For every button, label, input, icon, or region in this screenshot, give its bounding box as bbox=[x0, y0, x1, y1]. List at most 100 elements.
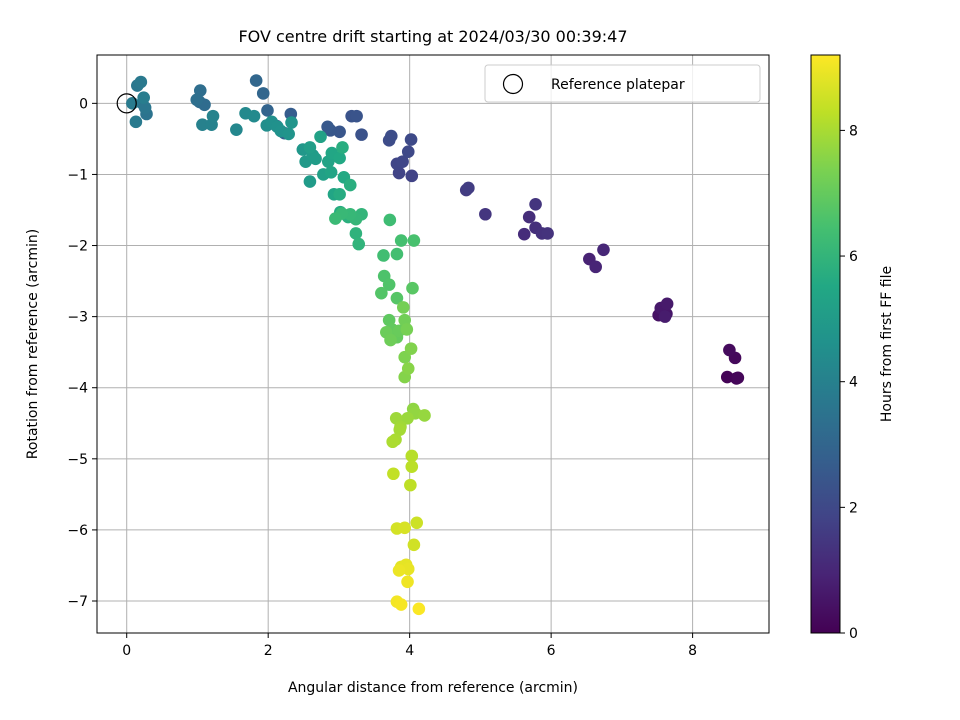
y-tick-label: −1 bbox=[67, 167, 88, 183]
y-tick-label: −5 bbox=[67, 452, 88, 468]
data-point bbox=[324, 166, 338, 179]
data-points bbox=[126, 74, 745, 616]
data-point bbox=[349, 227, 363, 240]
data-point bbox=[384, 333, 397, 347]
data-point bbox=[190, 93, 204, 107]
data-point bbox=[350, 109, 363, 123]
data-point bbox=[404, 342, 418, 355]
x-axis-label: Angular distance from reference (arcmin) bbox=[288, 680, 578, 696]
data-point bbox=[394, 598, 408, 611]
data-point bbox=[410, 516, 424, 530]
data-point bbox=[314, 130, 327, 144]
y-tick-label: −4 bbox=[67, 381, 88, 397]
data-point bbox=[329, 212, 342, 225]
data-point bbox=[405, 460, 419, 473]
data-point bbox=[393, 423, 407, 436]
x-tick-label: 4 bbox=[405, 643, 414, 659]
data-point bbox=[386, 435, 399, 449]
legend: Reference platepar bbox=[484, 64, 761, 103]
data-point bbox=[261, 104, 274, 117]
data-point bbox=[343, 178, 357, 192]
data-point bbox=[462, 181, 475, 195]
data-point bbox=[390, 291, 404, 305]
data-point bbox=[129, 115, 143, 129]
x-tick-label: 2 bbox=[264, 643, 273, 659]
colorbar bbox=[810, 54, 841, 634]
data-point bbox=[383, 213, 397, 227]
data-point bbox=[660, 297, 674, 311]
colorbar-tick-label: 0 bbox=[849, 626, 858, 642]
data-point bbox=[541, 227, 554, 240]
data-point bbox=[405, 449, 419, 463]
data-point bbox=[658, 310, 672, 323]
data-point bbox=[384, 129, 398, 143]
y-axis-label: Rotation from reference (arcmin) bbox=[25, 229, 41, 459]
colorbar-tick-label: 6 bbox=[849, 249, 858, 265]
data-point bbox=[282, 127, 295, 141]
data-point bbox=[333, 151, 346, 165]
data-point bbox=[398, 521, 412, 535]
data-point bbox=[137, 91, 150, 104]
data-point bbox=[405, 169, 419, 183]
data-point bbox=[303, 175, 317, 188]
data-point bbox=[396, 155, 409, 168]
data-point bbox=[401, 575, 414, 589]
colorbar-tick-label: 4 bbox=[849, 375, 858, 391]
data-point bbox=[138, 101, 152, 114]
data-point bbox=[134, 75, 148, 89]
y-tick-label: −2 bbox=[67, 239, 88, 255]
data-point bbox=[336, 141, 349, 154]
data-point bbox=[589, 260, 602, 274]
y-tick-label: −6 bbox=[67, 523, 88, 539]
colorbar-tick-label: 2 bbox=[849, 500, 858, 516]
data-point bbox=[731, 371, 745, 385]
colorbar-tick-label: 8 bbox=[849, 123, 858, 139]
data-point bbox=[412, 602, 426, 616]
data-point bbox=[400, 323, 414, 336]
data-point bbox=[230, 123, 243, 136]
data-point bbox=[375, 286, 388, 300]
data-point bbox=[256, 87, 270, 100]
data-point bbox=[401, 411, 414, 425]
data-point bbox=[522, 210, 536, 224]
legend-marker-icon bbox=[502, 73, 524, 95]
data-point bbox=[479, 207, 492, 221]
y-tick-label: −7 bbox=[67, 594, 88, 610]
data-point bbox=[407, 538, 421, 552]
y-tick-label: 0 bbox=[79, 96, 88, 112]
data-point bbox=[309, 152, 322, 166]
data-point bbox=[247, 109, 261, 123]
data-point bbox=[517, 227, 531, 241]
reference-platepar-marker bbox=[116, 93, 137, 114]
data-point bbox=[394, 234, 408, 247]
legend-box bbox=[484, 64, 761, 103]
data-point bbox=[333, 188, 346, 201]
data-point bbox=[406, 281, 419, 295]
data-point bbox=[387, 467, 400, 481]
y-tick-label: −3 bbox=[67, 310, 88, 326]
data-point bbox=[597, 243, 610, 257]
grid bbox=[97, 55, 769, 633]
colorbar-ticks: 0 2 4 6 8 bbox=[840, 123, 858, 642]
legend-entry: Reference platepar bbox=[551, 77, 685, 93]
data-point bbox=[355, 128, 368, 141]
y-axis-ticks: 0 −1 −2 −3 −4 −5 −6 −7 bbox=[67, 96, 97, 610]
plot-frame bbox=[96, 54, 770, 634]
chart-title: FOV centre drift starting at 2024/03/30 … bbox=[238, 27, 627, 46]
data-point bbox=[249, 74, 263, 87]
data-point bbox=[392, 564, 406, 577]
data-point bbox=[206, 109, 220, 123]
data-point bbox=[352, 237, 366, 251]
data-point bbox=[404, 478, 417, 492]
data-point bbox=[407, 234, 421, 247]
data-point bbox=[382, 278, 396, 291]
data-point bbox=[396, 301, 410, 314]
data-point bbox=[404, 133, 418, 146]
data-point bbox=[723, 343, 736, 357]
data-point bbox=[401, 362, 415, 375]
data-point bbox=[390, 247, 404, 261]
x-tick-label: 0 bbox=[122, 643, 131, 659]
colorbar-label: Hours from first FF file bbox=[879, 266, 895, 422]
data-point bbox=[529, 197, 542, 211]
